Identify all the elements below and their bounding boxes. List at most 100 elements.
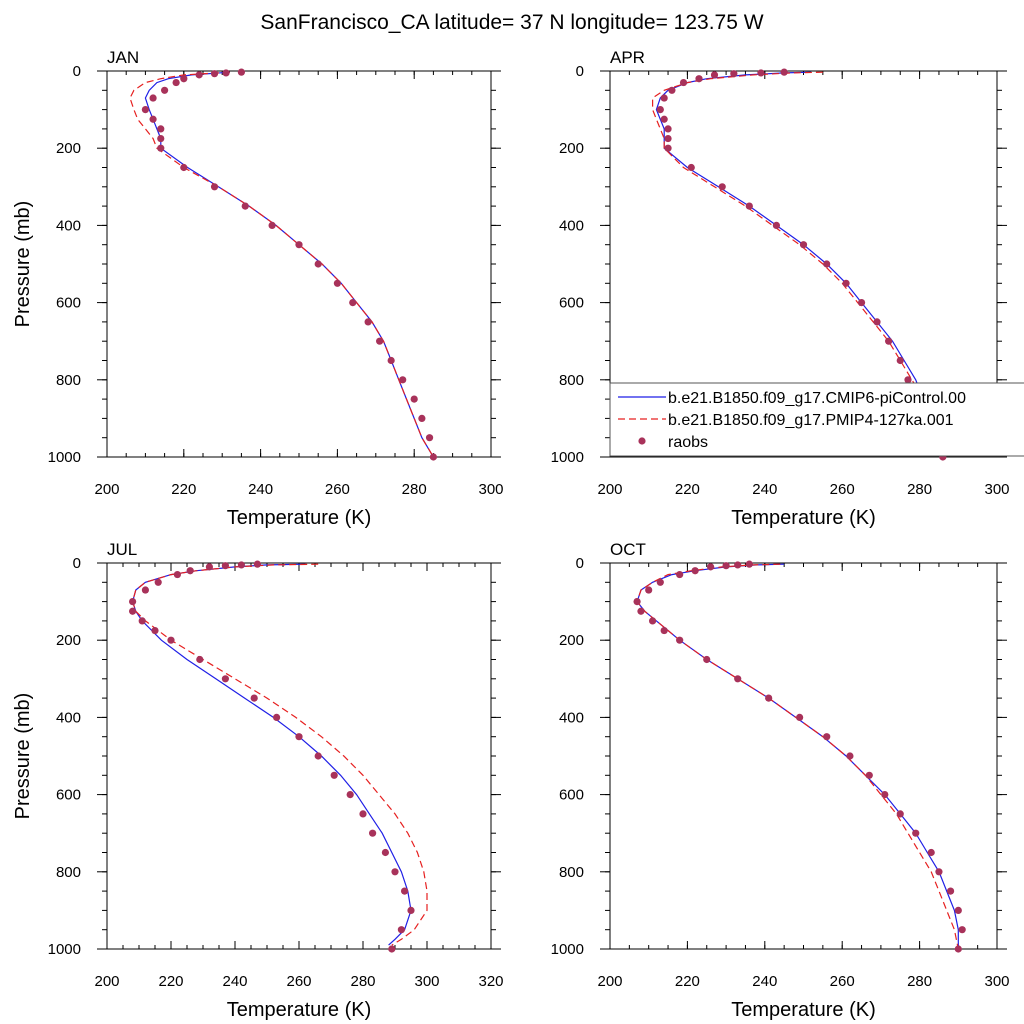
panel-title: OCT (610, 540, 646, 559)
y-axis-label: Pressure (mb) (12, 693, 34, 820)
raobs-point (912, 829, 920, 837)
raobs-point (703, 655, 711, 664)
raobs-point (691, 567, 699, 575)
raobs-point (129, 607, 137, 615)
raobs-point (157, 144, 165, 152)
raobs-point (772, 221, 781, 229)
raobs-point (359, 810, 367, 818)
panel-title: JUL (107, 540, 137, 559)
y-tick-label: 0 (73, 63, 81, 80)
raobs-point (660, 626, 668, 635)
raobs-point (842, 279, 850, 287)
series-raobs (141, 68, 437, 461)
legend-swatch-marker (638, 437, 646, 445)
raobs-point (381, 848, 389, 857)
y-tick-label: 200 (559, 140, 584, 157)
x-tick-label: 220 (675, 481, 700, 498)
y-tick-label: 800 (559, 864, 584, 881)
raobs-point (722, 562, 730, 570)
raobs-point (180, 75, 188, 83)
raobs-point (857, 299, 866, 307)
x-tick-label: 260 (830, 481, 855, 498)
y-tick-label: 0 (73, 555, 81, 572)
x-tick-label: 220 (675, 973, 700, 990)
y-tick-label: 600 (56, 295, 81, 312)
raobs-point (250, 694, 258, 702)
figure-title: SanFrancisco_CA latitude= 37 N longitude… (260, 11, 763, 34)
raobs-point (149, 115, 157, 123)
series-line-model-127ka (636, 563, 959, 949)
raobs-point (241, 202, 249, 210)
y-tick-label: 0 (576, 555, 584, 572)
raobs-point (799, 241, 808, 249)
y-tick-label: 0 (576, 63, 584, 80)
series-raobs (656, 68, 947, 461)
plot-frame (609, 562, 998, 950)
raobs-point (896, 356, 904, 365)
legend-label: b.e21.B1850.f09_g17.PMIP4-127ka.001 (668, 412, 954, 429)
raobs-point (221, 562, 229, 570)
raobs-point (376, 337, 384, 345)
raobs-point (349, 299, 357, 307)
y-tick-label: 400 (559, 217, 584, 234)
x-tick-label: 260 (286, 973, 311, 990)
x-tick-label: 300 (478, 481, 503, 498)
y-tick-label: 200 (559, 632, 584, 649)
raobs-point (648, 617, 657, 625)
raobs-point (410, 395, 418, 403)
panel-apr: APR 200 220 240 260 280 300 0 200 400 600 800 1000 Te… (551, 48, 1010, 529)
raobs-point (664, 144, 672, 152)
raobs-point (745, 202, 753, 210)
raobs-point (333, 279, 341, 287)
x-tick-label: 200 (597, 481, 622, 498)
raobs-point (154, 578, 162, 586)
raobs-point (149, 94, 157, 102)
x-tick-label: 200 (597, 973, 622, 990)
x-tick-label: 280 (350, 973, 375, 990)
raobs-point (205, 563, 213, 571)
raobs-point (401, 887, 409, 895)
raobs-point (210, 70, 219, 78)
x-tick-label: 240 (752, 973, 777, 990)
raobs-point (927, 848, 935, 857)
legend-box (609, 382, 1024, 457)
raobs-point (180, 163, 188, 172)
raobs-point (161, 86, 169, 94)
raobs-point (186, 567, 194, 575)
raobs-point (734, 561, 742, 569)
raobs-point (765, 694, 773, 702)
panel-title: APR (610, 48, 645, 67)
raobs-point (129, 598, 137, 606)
raobs-point (664, 134, 672, 143)
x-tick-label: 220 (171, 481, 196, 498)
raobs-point (369, 829, 377, 837)
raobs-point (237, 561, 245, 569)
x-tick-label: 280 (907, 481, 932, 498)
raobs-point (418, 414, 426, 422)
y-tick-label: 400 (559, 709, 584, 726)
x-tick-label: 220 (158, 973, 183, 990)
y-tick-label: 600 (559, 787, 584, 804)
raobs-point (958, 926, 966, 934)
raobs-point (429, 453, 437, 461)
x-tick-label: 240 (752, 481, 777, 498)
raobs-point (865, 771, 873, 779)
raobs-point (221, 675, 229, 683)
x-tick-label: 280 (402, 481, 427, 498)
plot-frame (106, 70, 492, 458)
y-tick-label: 1000 (551, 449, 584, 466)
raobs-point (885, 337, 893, 345)
raobs-point (679, 78, 688, 87)
x-tick-label: 300 (984, 481, 1009, 498)
x-axis-label: Temperature (K) (731, 999, 876, 1021)
x-tick-label: 300 (414, 973, 439, 990)
raobs-point (399, 376, 407, 384)
raobs-point (391, 868, 399, 876)
raobs-point (314, 260, 322, 268)
raobs-point (660, 94, 668, 102)
raobs-point (268, 221, 276, 229)
raobs-point (730, 70, 738, 78)
raobs-point (904, 376, 912, 384)
y-tick-label: 1000 (48, 941, 81, 958)
panels: JAN 200 220 240 260 280 300 0 200 400 600 800 1000 Te… (12, 48, 1010, 1021)
